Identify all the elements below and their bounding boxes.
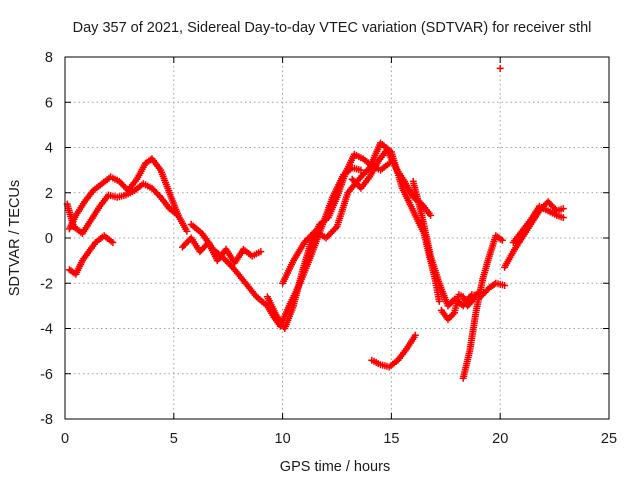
y-tick-label-7: 6 bbox=[45, 95, 53, 111]
series-track-f bbox=[263, 150, 393, 332]
series-track-l bbox=[459, 232, 506, 382]
series-markers bbox=[437, 288, 482, 323]
series-track-c bbox=[65, 232, 117, 278]
series-track-n bbox=[509, 202, 567, 246]
y-tick-label-4: 0 bbox=[45, 231, 53, 247]
series-outlier bbox=[496, 64, 504, 72]
series-markers bbox=[459, 232, 506, 382]
series-markers bbox=[179, 234, 265, 267]
x-tick-label-1: 5 bbox=[170, 431, 178, 447]
series-track-m bbox=[501, 198, 567, 271]
series-track-g bbox=[279, 139, 443, 305]
y-tick-label-2: -4 bbox=[40, 322, 53, 338]
y-tick-label-1: -6 bbox=[40, 367, 53, 383]
series-layer bbox=[63, 64, 567, 382]
x-tick-label-5: 25 bbox=[601, 431, 617, 447]
series-track-k bbox=[437, 288, 482, 323]
series-markers bbox=[501, 198, 567, 271]
y-tick-label-0: -8 bbox=[40, 412, 53, 428]
y-tick-label-6: 4 bbox=[45, 141, 53, 157]
series-track-i bbox=[368, 331, 419, 371]
series-markers bbox=[279, 139, 443, 305]
chart-title: Day 357 of 2021, Sidereal Day-to-day VTE… bbox=[73, 20, 592, 36]
y-tick-label-5: 2 bbox=[45, 186, 53, 202]
y-tick-label-3: -2 bbox=[40, 276, 53, 292]
x-tick-label-4: 20 bbox=[492, 431, 508, 447]
y-axis-label: SDTVAR / TECUs bbox=[7, 180, 23, 296]
series-track-d bbox=[179, 234, 265, 267]
series-markers bbox=[509, 202, 567, 246]
grid bbox=[65, 57, 609, 419]
data-point bbox=[496, 64, 504, 72]
series-markers bbox=[368, 331, 419, 371]
series-markers bbox=[65, 232, 117, 278]
y-tick-label-8: 8 bbox=[45, 50, 53, 66]
y-axis: -8 -6 -4 -2 0 2 4 6 8 bbox=[40, 50, 609, 428]
x-tick-label-3: 15 bbox=[383, 431, 399, 447]
series-markers bbox=[63, 180, 182, 237]
series-track-b bbox=[63, 180, 182, 237]
x-tick-label-0: 0 bbox=[61, 431, 69, 447]
x-axis-label: GPS time / hours bbox=[280, 459, 390, 475]
series-markers bbox=[263, 150, 393, 332]
series-markers bbox=[409, 177, 509, 310]
series-track-j bbox=[409, 177, 509, 310]
x-tick-label-2: 10 bbox=[275, 431, 291, 447]
x-axis: 0 5 10 15 20 25 bbox=[61, 57, 617, 447]
